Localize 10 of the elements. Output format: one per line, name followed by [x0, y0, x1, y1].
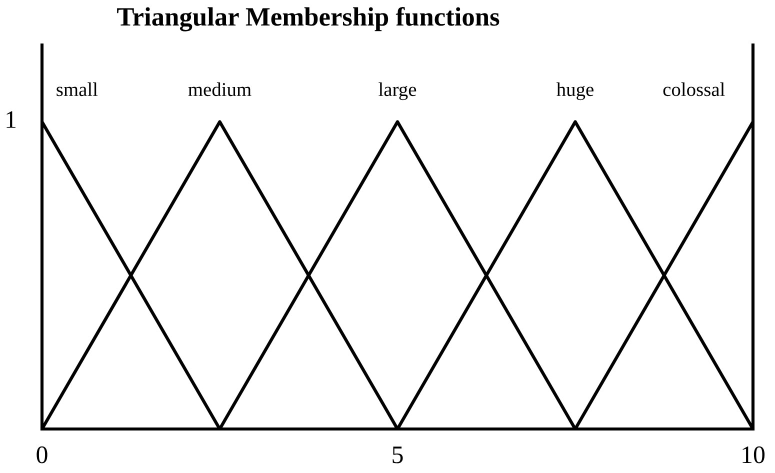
series-label: medium [188, 82, 252, 96]
series-label: huge [556, 82, 594, 100]
text: 1 [6, 111, 16, 128]
x-tick-label: 10 [742, 446, 765, 464]
x-tick-label: 5 [392, 446, 403, 464]
chart-title: Triangular Membership functions [117, 6, 500, 32]
series-label: colossal [663, 82, 725, 96]
series-label: large [378, 82, 416, 100]
series-label: small [56, 82, 98, 96]
x-tick-label: 0 [36, 446, 48, 464]
